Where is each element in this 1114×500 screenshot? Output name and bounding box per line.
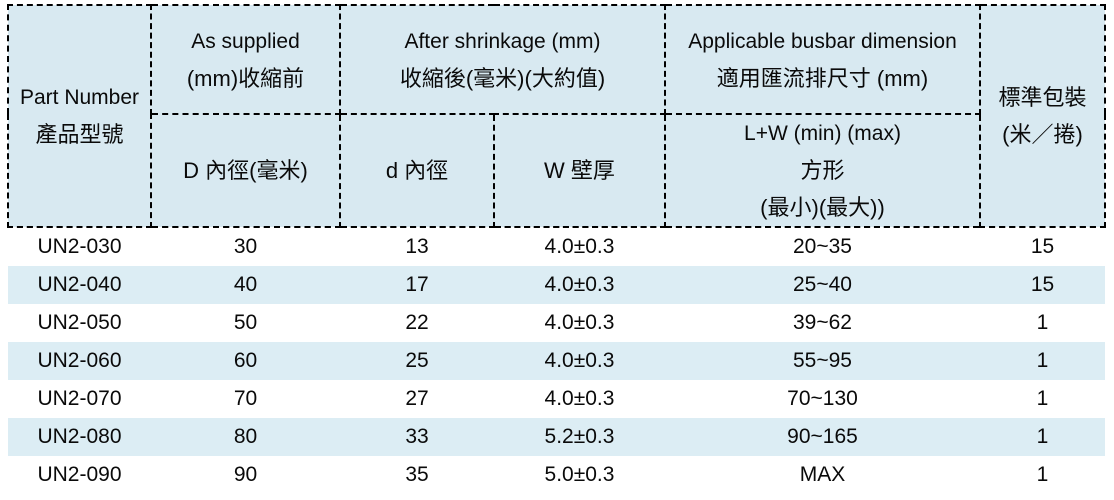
cell-part-number: UN2-060 bbox=[37, 349, 122, 372]
header-as-supplied-en: As supplied bbox=[191, 29, 300, 53]
cell-wall-thickness: 5.2±0.3 bbox=[544, 425, 615, 448]
header-part-number-en: Part Number bbox=[19, 86, 140, 109]
subheader-d-inner-supplied: D 內徑(毫米) bbox=[150, 113, 341, 228]
cell-d-shrunk: 27 bbox=[405, 387, 429, 410]
header-standard-packing-unit: (米／捲) bbox=[1002, 122, 1083, 147]
header-standard-packing: 標準包裝 (米／捲) bbox=[979, 4, 1106, 228]
table-row: UN2-060 60 25 4.0±0.3 55~95 1 bbox=[8, 342, 1105, 380]
cell-wall-thickness: 4.0±0.3 bbox=[544, 387, 615, 410]
cell-d-shrunk: 35 bbox=[405, 463, 429, 486]
table-row: UN2-070 70 27 4.0±0.3 70~130 1 bbox=[8, 380, 1105, 418]
table-row: UN2-090 90 35 5.0±0.3 MAX 1 bbox=[8, 456, 1105, 494]
cell-d-supplied: 40 bbox=[233, 273, 258, 296]
cell-busbar-range: 70~130 bbox=[787, 387, 858, 410]
cell-busbar-range: 20~35 bbox=[793, 235, 852, 258]
cell-busbar-range: 90~165 bbox=[787, 425, 858, 448]
table-body: UN2-030 30 13 4.0±0.3 20~35 15 UN2-040 4… bbox=[8, 227, 1105, 494]
cell-packing: 1 bbox=[1036, 463, 1049, 486]
cell-d-supplied: 70 bbox=[233, 387, 258, 410]
subheader-w-wall: W 壁厚 bbox=[493, 113, 666, 228]
header-as-supplied-zh: (mm)收縮前 bbox=[186, 65, 305, 91]
cell-d-supplied: 90 bbox=[233, 463, 258, 486]
cell-d-shrunk: 22 bbox=[405, 311, 429, 334]
table-row: UN2-080 80 33 5.2±0.3 90~165 1 bbox=[8, 418, 1105, 456]
subheader-lw-dimension: L+W (min) (max) 方形 (最小)(最大)) bbox=[664, 113, 981, 228]
subheader-d-inner-shrunk: d 內徑 bbox=[339, 113, 495, 228]
header-after-shrinkage: After shrinkage (mm) 收縮後(毫米)(大約值) bbox=[339, 4, 666, 115]
header-busbar-dimension: Applicable busbar dimension 適用匯流排尺寸 (mm) bbox=[664, 4, 981, 115]
cell-busbar-range: 25~40 bbox=[793, 273, 852, 296]
table-header: Part Number 產品型號 As supplied (mm)收縮前 Aft… bbox=[7, 4, 1106, 228]
subheader-lw-line3: (最小)(最大)) bbox=[760, 195, 885, 220]
header-after-shrinkage-zh: 收縮後(毫米)(大約值) bbox=[399, 65, 606, 91]
cell-packing: 1 bbox=[1036, 425, 1049, 448]
cell-part-number: UN2-030 bbox=[37, 235, 122, 258]
cell-d-shrunk: 13 bbox=[405, 235, 429, 258]
cell-packing: 1 bbox=[1036, 349, 1049, 372]
header-busbar-dimension-en: Applicable busbar dimension bbox=[688, 29, 957, 53]
cell-wall-thickness: 4.0±0.3 bbox=[544, 311, 615, 334]
cell-wall-thickness: 5.0±0.3 bbox=[544, 463, 615, 486]
cell-d-shrunk: 33 bbox=[405, 425, 429, 448]
cell-busbar-range: MAX bbox=[799, 463, 846, 486]
cell-wall-thickness: 4.0±0.3 bbox=[544, 349, 615, 372]
header-after-shrinkage-en: After shrinkage (mm) bbox=[404, 29, 601, 53]
header-busbar-dimension-zh: 適用匯流排尺寸 (mm) bbox=[716, 65, 929, 91]
header-standard-packing-zh: 標準包裝 bbox=[998, 85, 1087, 110]
cell-packing: 15 bbox=[1030, 273, 1055, 296]
subheader-lw-line1: L+W (min) (max) bbox=[744, 122, 901, 145]
cell-d-shrunk: 17 bbox=[405, 273, 429, 296]
cell-d-shrunk: 25 bbox=[405, 349, 429, 372]
cell-wall-thickness: 4.0±0.3 bbox=[544, 273, 615, 296]
cell-d-supplied: 80 bbox=[233, 425, 258, 448]
busbar-tubing-spec-table: Part Number 產品型號 As supplied (mm)收縮前 Aft… bbox=[7, 4, 1106, 494]
cell-part-number: UN2-080 bbox=[37, 425, 122, 448]
cell-busbar-range: 55~95 bbox=[793, 349, 852, 372]
cell-d-supplied: 50 bbox=[233, 311, 258, 334]
table-row: UN2-030 30 13 4.0±0.3 20~35 15 bbox=[8, 227, 1105, 266]
cell-part-number: UN2-090 bbox=[37, 463, 122, 486]
cell-packing: 1 bbox=[1036, 311, 1049, 334]
subheader-lw-line2: 方形 bbox=[800, 158, 845, 183]
table-row: UN2-050 50 22 4.0±0.3 39~62 1 bbox=[8, 304, 1105, 342]
table-row: UN2-040 40 17 4.0±0.3 25~40 15 bbox=[8, 266, 1105, 304]
header-part-number-zh: 產品型號 bbox=[35, 122, 124, 147]
cell-busbar-range: 39~62 bbox=[793, 311, 852, 334]
cell-part-number: UN2-050 bbox=[37, 311, 122, 334]
header-part-number: Part Number 產品型號 bbox=[7, 4, 152, 228]
cell-part-number: UN2-040 bbox=[37, 273, 122, 296]
cell-part-number: UN2-070 bbox=[37, 387, 122, 410]
header-as-supplied: As supplied (mm)收縮前 bbox=[150, 4, 341, 115]
cell-d-supplied: 60 bbox=[233, 349, 258, 372]
cell-d-supplied: 30 bbox=[233, 235, 258, 258]
cell-wall-thickness: 4.0±0.3 bbox=[544, 235, 615, 258]
cell-packing: 15 bbox=[1030, 235, 1055, 258]
cell-packing: 1 bbox=[1036, 387, 1049, 410]
